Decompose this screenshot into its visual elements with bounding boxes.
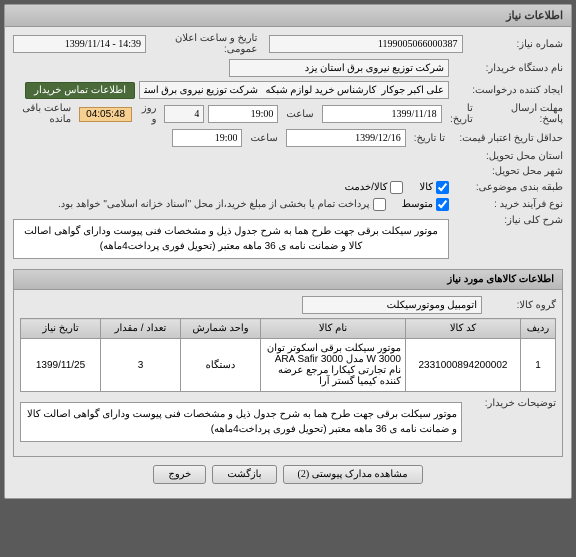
table-header-row: ردیف کد کالا نام کالا واحد شمارش تعداد /…	[21, 319, 556, 339]
row-creator: ایجاد کننده درخواست: اطلاعات تماس خریدار	[13, 81, 563, 99]
deliver-city-label: شهر محل تحویل:	[453, 166, 563, 177]
cell-name: موتور سیکلت برقی اسکوتر توان W 3000 مدل …	[261, 339, 406, 392]
announce-label: تاریخ و ساعت اعلان عمومی:	[150, 33, 261, 55]
countdown-timer: 04:05:48	[79, 107, 132, 122]
deliver-state-label: استان محل تحویل:	[453, 151, 563, 162]
process-pay-text: پرداخت تمام یا بخشی از مبلغ خرید،از محل …	[58, 199, 370, 210]
row-desc: شرح کلی نیاز: موتور سیکلت برقی جهت طرح ه…	[13, 215, 563, 263]
valid-time-input[interactable]	[172, 129, 242, 147]
process-med-checkbox[interactable]	[436, 198, 449, 211]
process-pay-checkbox[interactable]	[373, 198, 386, 211]
process-label: نوع فرآیند خرید :	[453, 199, 563, 210]
desc-label: شرح کلی نیاز:	[453, 215, 563, 226]
attachments-button[interactable]: مشاهده مدارک پیوستی (2)	[283, 465, 423, 484]
buyer-notes-box: موتور سیکلت برقی جهت طرح هما به شرح جدول…	[20, 402, 462, 442]
row-need-no: شماره نیاز: تاریخ و ساعت اعلان عمومی:	[13, 33, 563, 55]
goods-table: ردیف کد کالا نام کالا واحد شمارش تعداد /…	[20, 318, 556, 392]
class-goods-text: کالا	[419, 182, 433, 193]
need-no-label: شماره نیاز:	[467, 39, 563, 50]
col-name: نام کالا	[261, 319, 406, 339]
until-label-2: تا تاریخ:	[410, 133, 449, 144]
creator-label: ایجاد کننده درخواست:	[453, 85, 563, 96]
class-service-checkbox[interactable]	[390, 181, 403, 194]
row-process: نوع فرآیند خرید : متوسط پرداخت تمام یا ب…	[13, 198, 563, 211]
time-label-2: ساعت	[246, 133, 281, 144]
row-deliver-city: شهر محل تحویل:	[13, 166, 563, 177]
process-med-text: متوسط	[402, 199, 433, 210]
row-deadline: مهلت ارسال پاسخ: تا تاریخ: ساعت روز و 04…	[13, 103, 563, 125]
row-org: نام دستگاه خریدار:	[13, 59, 563, 77]
class-goods-checkbox[interactable]	[436, 181, 449, 194]
cell-unit: دستگاه	[181, 339, 261, 392]
col-unit: واحد شمارش	[181, 319, 261, 339]
creator-input[interactable]	[139, 81, 449, 99]
until-label-1: تا تاریخ:	[446, 103, 477, 125]
col-date: تاریخ نیاز	[21, 319, 101, 339]
contact-buyer-button[interactable]: اطلاعات تماس خریدار	[25, 82, 135, 99]
cell-row: 1	[521, 339, 556, 392]
deadline-date-input[interactable]	[322, 105, 442, 123]
row-group: گروه کالا:	[20, 296, 556, 314]
cell-qty: 3	[101, 339, 181, 392]
col-code: کد کالا	[406, 319, 521, 339]
panel-body: شماره نیاز: تاریخ و ساعت اعلان عمومی: نا…	[5, 27, 571, 498]
group-label: گروه کالا:	[486, 300, 556, 311]
org-input[interactable]	[229, 59, 449, 77]
time-label-1: ساعت	[282, 109, 317, 120]
need-info-panel: اطلاعات نیاز شماره نیاز: تاریخ و ساعت اع…	[4, 4, 572, 499]
need-no-input[interactable]	[269, 35, 462, 53]
announce-input[interactable]	[13, 35, 146, 53]
class-service-option[interactable]: کالا/خدمت	[345, 181, 404, 194]
org-label: نام دستگاه خریدار:	[453, 63, 563, 74]
goods-section-body: گروه کالا: ردیف کد کالا نام کالا واحد شم…	[13, 289, 563, 457]
desc-box: موتور سیکلت برقی جهت طرح هما به شرح جدول…	[13, 219, 449, 259]
col-row: ردیف	[521, 319, 556, 339]
deadline-label: مهلت ارسال پاسخ:	[481, 103, 563, 125]
exit-button[interactable]: خروج	[153, 465, 206, 484]
valid-label: حداقل تاریخ اعتبار قیمت:	[453, 133, 563, 144]
cell-code: 2331000894200002	[406, 339, 521, 392]
remain-days-input	[164, 105, 204, 123]
class-label: طبقه بندی موضوعی:	[453, 182, 563, 193]
cell-date: 1399/11/25	[21, 339, 101, 392]
row-class: طبقه بندی موضوعی: کالا کالا/خدمت	[13, 181, 563, 194]
remain-hour-label: ساعت باقی مانده	[13, 103, 75, 125]
deadline-time-input[interactable]	[208, 105, 278, 123]
buyer-notes-label: توضیحات خریدار:	[466, 398, 556, 409]
class-goods-option[interactable]: کالا	[419, 181, 449, 194]
back-button[interactable]: بازگشت	[212, 465, 276, 484]
row-valid: حداقل تاریخ اعتبار قیمت: تا تاریخ: ساعت	[13, 129, 563, 147]
row-buyer-notes: توضیحات خریدار: موتور سیکلت برقی جهت طرح…	[20, 398, 556, 446]
panel-title: اطلاعات نیاز	[5, 5, 571, 27]
remain-day-label: روز و	[136, 103, 160, 125]
row-deliver-state: استان محل تحویل:	[13, 151, 563, 162]
col-qty: تعداد / مقدار	[101, 319, 181, 339]
table-row[interactable]: 1 2331000894200002 موتور سیکلت برقی اسکو…	[21, 339, 556, 392]
goods-section-title: اطلاعات کالاهای مورد نیاز	[13, 269, 563, 289]
process-pay-option[interactable]: پرداخت تمام یا بخشی از مبلغ خرید،از محل …	[58, 198, 386, 211]
group-input[interactable]	[302, 296, 482, 314]
process-med-option[interactable]: متوسط	[402, 198, 449, 211]
button-bar: مشاهده مدارک پیوستی (2) بازگشت خروج	[13, 457, 563, 492]
class-service-text: کالا/خدمت	[345, 182, 388, 193]
valid-date-input[interactable]	[286, 129, 406, 147]
